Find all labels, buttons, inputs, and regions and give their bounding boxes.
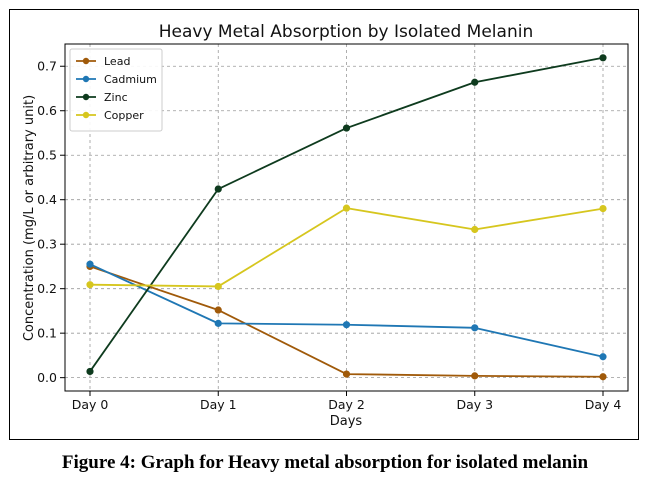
data-point-lead [471, 372, 479, 380]
legend: Lead Cadmium Zinc Copper [69, 48, 163, 132]
data-point-copper [214, 282, 222, 291]
figure-caption: Figure 4: Graph for Heavy metal absorpti… [61, 452, 589, 473]
legend-marker-lead [82, 57, 90, 65]
x-tick-label: Day 0 [72, 397, 109, 412]
legend-marker-copper [82, 111, 90, 119]
data-point-lead [214, 306, 222, 314]
legend-box [69, 48, 163, 132]
data-point-copper [471, 225, 479, 234]
y-tick-label: 0.1 [37, 326, 57, 341]
data-point-copper [342, 204, 351, 212]
y-tick-label: 0.2 [37, 281, 57, 296]
y-tick-label: 0.4 [37, 192, 57, 207]
chart-title: Heavy Metal Absorption by Isolated Melan… [159, 22, 533, 42]
data-point-lead [599, 373, 607, 381]
data-point-lead [342, 370, 351, 378]
y-tick-label: 0.3 [37, 237, 57, 252]
data-point-copper [86, 281, 94, 289]
y-tick-label: 0.7 [37, 59, 57, 74]
data-point-zinc [599, 54, 607, 62]
data-point-zinc [471, 78, 479, 86]
legend-label-zinc: Zinc [104, 91, 128, 104]
y-tick-label: 0.0 [37, 370, 57, 385]
data-point-cadmium [471, 324, 479, 332]
y-tick-label: 0.5 [37, 148, 57, 163]
y-axis-label: Concentration (mg/L or arbitrary unit) [22, 95, 37, 341]
x-tick-label: Day 1 [200, 397, 237, 412]
legend-marker-zinc [82, 93, 90, 101]
data-point-zinc [214, 185, 222, 193]
legend-label-copper: Copper [104, 109, 144, 122]
data-point-cadmium [214, 319, 222, 327]
x-tick-label: Day 4 [585, 397, 622, 412]
line-chart: Day 0 Day 1 Day 2 Day 3 Day 4 0.0 0.1 0.2 0.3 0.4… [22, 22, 629, 429]
data-point-cadmium [86, 260, 94, 268]
data-point-cadmium [599, 353, 607, 361]
series-layer [86, 54, 607, 381]
y-tick-label: 0.6 [37, 103, 57, 118]
axis-ticks: Day 0 Day 1 Day 2 Day 3 Day 4 0.0 0.1 0.2 0.3 0.4… [37, 59, 621, 412]
legend-marker-cadmium [82, 75, 90, 83]
legend-label-cadmium: Cadmium [104, 73, 157, 86]
data-point-cadmium [342, 321, 351, 329]
data-point-zinc [342, 124, 351, 132]
x-tick-label: Day 3 [456, 397, 493, 412]
grid [65, 44, 628, 391]
x-tick-label: Day 2 [328, 397, 365, 412]
legend-label-lead: Lead [104, 55, 130, 68]
x-axis-label: Days [330, 414, 363, 429]
data-point-copper [599, 205, 607, 213]
data-point-zinc [86, 367, 94, 376]
